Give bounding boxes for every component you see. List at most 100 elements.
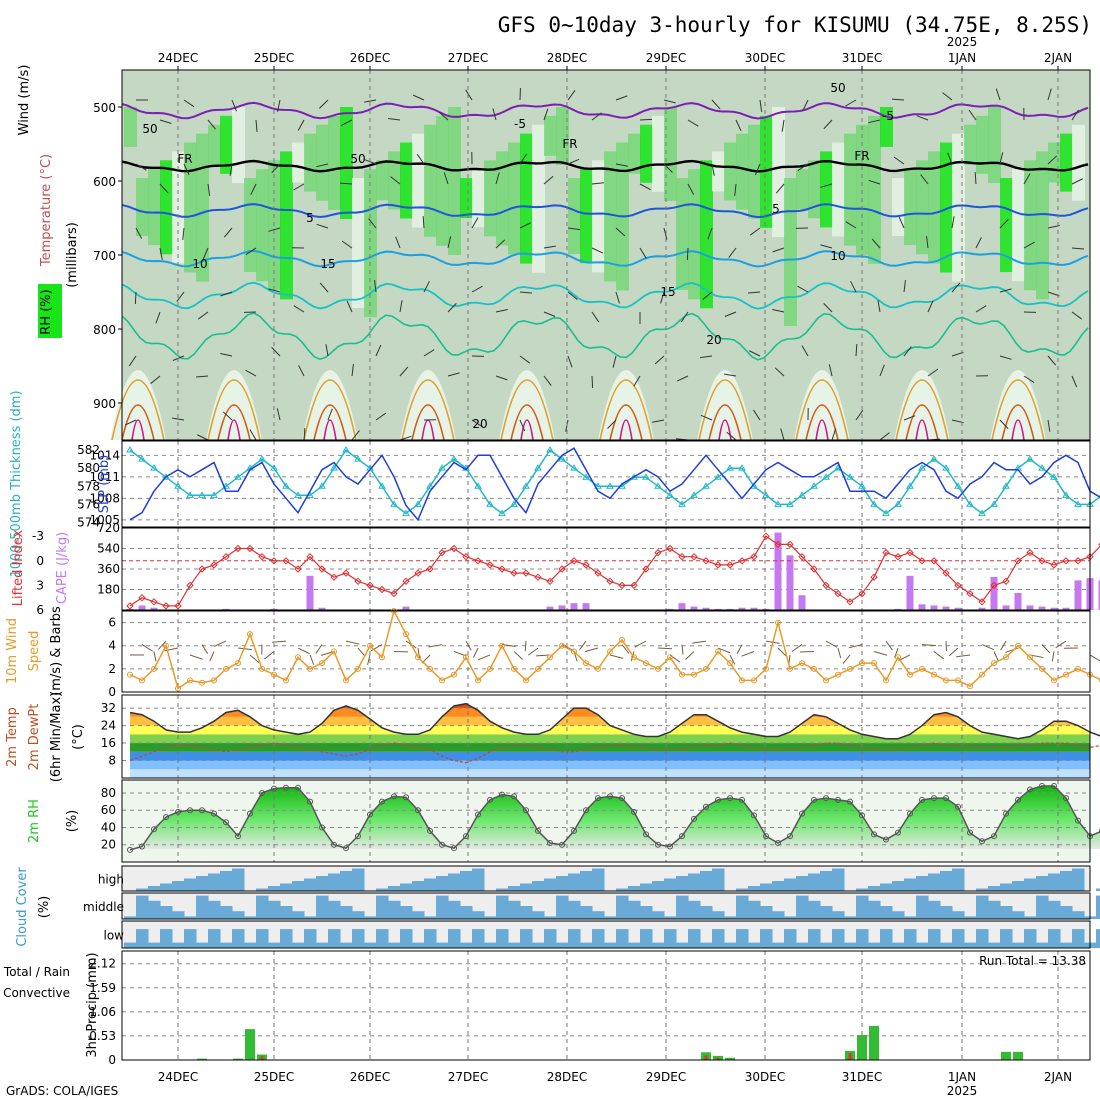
cloud-cell	[292, 881, 305, 891]
cloud-cell	[172, 881, 185, 891]
wind-barb	[607, 419, 617, 429]
rh-cell	[340, 107, 353, 219]
cloud-cell	[232, 929, 245, 948]
wind-barb	[495, 239, 506, 249]
wind-speed-point	[787, 665, 793, 672]
wind-speed-point	[691, 671, 697, 678]
li-point	[306, 552, 314, 561]
wind-barb	[196, 434, 209, 441]
wind-barb	[802, 99, 809, 112]
wind-barb	[711, 99, 721, 110]
cloud-cell	[244, 942, 257, 948]
cape-bar	[894, 608, 902, 610]
rh-cell	[160, 160, 173, 255]
li-point	[438, 548, 446, 557]
rh-cell	[712, 151, 725, 192]
thickness-point	[894, 500, 902, 507]
cloud-cell	[868, 900, 881, 919]
cloud-cell	[472, 911, 485, 919]
cape-bar	[1074, 580, 1082, 610]
wind-barb	[567, 89, 576, 101]
wind-barb	[855, 343, 858, 357]
cloud-cell	[424, 916, 437, 919]
cloud-cell	[736, 895, 749, 919]
slp-axis-label: SLP (mb)	[97, 455, 112, 514]
wind-barb	[999, 219, 1009, 229]
contour-30	[510, 404, 544, 441]
cloud-cell	[928, 900, 941, 919]
wind-barb	[319, 282, 329, 293]
rh-cell	[232, 107, 245, 183]
rh-point	[535, 827, 541, 834]
wind-barb	[634, 640, 647, 648]
wind-speed-point	[1027, 654, 1033, 661]
wind-barb	[894, 647, 899, 658]
li-point	[486, 561, 494, 569]
wind-barb	[885, 640, 893, 651]
thickness-point	[558, 455, 566, 462]
wind-barb	[1047, 291, 1060, 297]
precip-total-bar	[1013, 1051, 1023, 1060]
thickness-point	[762, 491, 770, 498]
wind-barb	[268, 227, 281, 232]
precip-total-bar	[1001, 1051, 1011, 1060]
contour-20	[121, 312, 1089, 361]
cloud-cell	[628, 900, 641, 919]
cloud-cell	[1036, 942, 1049, 948]
cloud-cell	[712, 868, 725, 891]
wind-barb	[172, 417, 185, 421]
thickness-point	[966, 500, 974, 507]
panel-border	[121, 920, 1091, 949]
wind-speed-point	[583, 660, 589, 667]
wind-speed-point	[847, 665, 853, 672]
wind-speed-point	[487, 665, 493, 672]
wind-speed-point	[631, 654, 637, 661]
cloud-cell	[148, 900, 161, 919]
precip-total-bar	[725, 1057, 735, 1060]
rh-point	[319, 824, 325, 831]
contour-30	[313, 404, 347, 441]
cape-bar	[774, 532, 782, 610]
cloud-cell	[940, 942, 953, 948]
wind-barb	[729, 654, 736, 665]
precip-tick: 2.12	[89, 957, 116, 971]
temp-color-band	[130, 751, 1090, 761]
cloud-cell	[988, 900, 1001, 919]
cloud-cell	[412, 881, 425, 891]
cloud-cell	[196, 876, 209, 891]
wind-barb	[612, 355, 617, 368]
date-label: 1JAN	[948, 1070, 976, 1084]
wind-speed-point	[1063, 671, 1069, 678]
thickness-point	[666, 491, 674, 498]
cloud-cell	[772, 942, 785, 948]
wind-speed-point	[931, 671, 937, 678]
cloud-cell	[532, 942, 545, 948]
wind-barb	[573, 651, 578, 662]
wind-speed-point	[451, 671, 457, 678]
cloud-cell	[568, 900, 581, 919]
rh-cell	[256, 169, 269, 282]
contour-35	[131, 419, 145, 441]
cloud-cell	[1096, 888, 1100, 891]
li-point	[558, 565, 566, 573]
wind-barb	[663, 227, 668, 240]
contour-label: -5	[882, 109, 894, 123]
rh-point	[499, 791, 505, 798]
li-point	[702, 557, 710, 565]
cloud-cell	[808, 929, 821, 948]
wind-barb	[754, 163, 761, 176]
cloud-cell	[772, 881, 785, 891]
cloud-cell	[472, 868, 485, 891]
rh-cell	[280, 151, 293, 300]
li-point	[678, 552, 686, 561]
li-point	[426, 565, 434, 573]
wind-speed-point	[679, 671, 685, 678]
wind-barb	[728, 247, 737, 258]
rh-cell	[184, 142, 197, 273]
cloud-cell	[952, 929, 965, 948]
temp-color-band	[130, 769, 1090, 778]
cloud-cell	[484, 916, 497, 919]
rh-cell	[628, 133, 641, 174]
wind-speed-point	[763, 665, 769, 672]
wind-speed-point	[751, 677, 757, 684]
